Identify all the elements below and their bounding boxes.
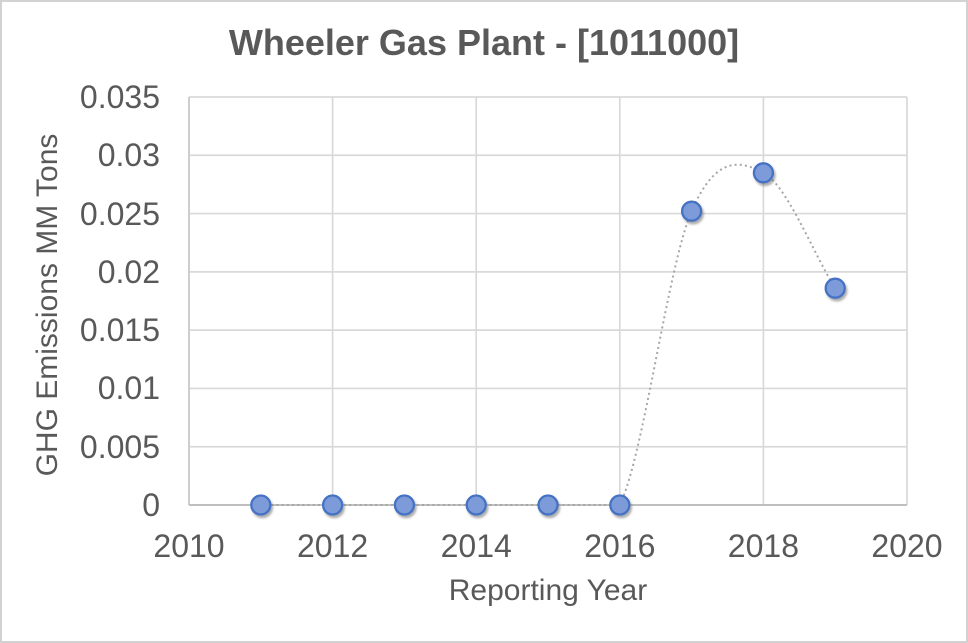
x-axis-title: Reporting Year (448, 574, 648, 607)
data-point-2019 (824, 277, 846, 299)
x-tick-label: 2014 (440, 528, 512, 564)
y-tick-label: 0.02 (97, 253, 160, 290)
y-tick-label: 0.025 (79, 195, 160, 232)
data-point-2015 (537, 494, 559, 516)
y-tick-label: 0.005 (79, 428, 160, 465)
data-point-2018 (752, 162, 775, 184)
axis-lines (188, 97, 907, 506)
data-point-2016 (609, 494, 631, 516)
data-point-2013 (393, 494, 416, 516)
x-tick-label: 2018 (727, 528, 799, 564)
data-point-2017 (680, 200, 703, 222)
data-point-2014 (465, 494, 487, 516)
y-tick-label: 0.015 (79, 312, 160, 349)
x-tick-label: 2012 (297, 528, 369, 564)
x-tick-label: 2016 (584, 528, 656, 564)
series-markers (250, 162, 846, 516)
data-point-2011 (250, 494, 272, 516)
x-tick-label: 2010 (153, 528, 225, 564)
y-tick-label: 0 (142, 487, 160, 523)
chart-title: Wheeler Gas Plant - [1011000] (228, 22, 740, 63)
x-tick-label: 2020 (871, 528, 943, 564)
y-tick-label: 0.01 (97, 370, 160, 407)
data-point-2012 (321, 494, 344, 516)
y-tick-label: 0.035 (79, 79, 160, 115)
series-dotted-line (260, 163, 837, 506)
y-tick-label: 0.03 (97, 137, 160, 174)
gridlines (188, 96, 908, 506)
